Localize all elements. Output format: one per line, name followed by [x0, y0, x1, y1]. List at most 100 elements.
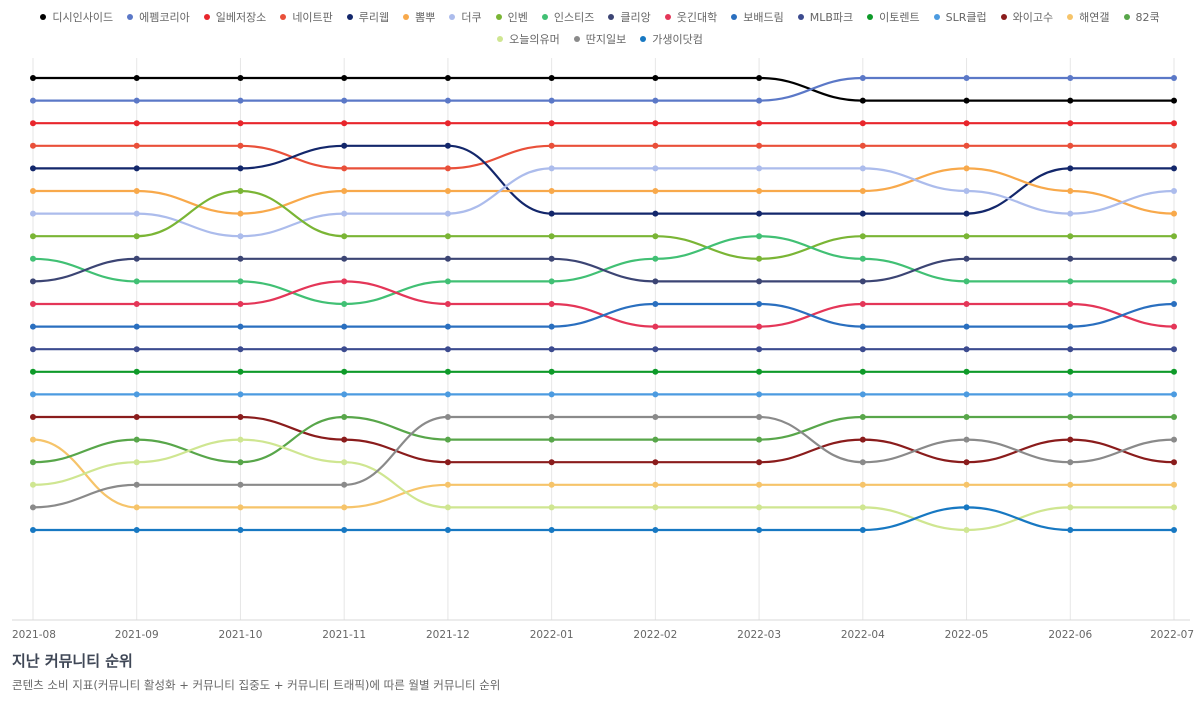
series-point	[1067, 120, 1074, 127]
series-point	[652, 527, 659, 533]
legend-item[interactable]: 가생이닷컴	[640, 28, 703, 50]
series-point	[756, 255, 763, 262]
series-point	[859, 255, 866, 262]
series-point	[30, 459, 36, 466]
legend-item[interactable]: 루리웹	[346, 6, 389, 28]
series-line	[32, 257, 1174, 283]
series-point	[444, 75, 451, 81]
series-point	[1171, 346, 1177, 353]
series-point	[237, 97, 244, 104]
series-line	[33, 189, 1174, 260]
series-point	[756, 481, 763, 488]
legend-item[interactable]: 오늘의유머	[497, 28, 560, 50]
series-point	[859, 346, 866, 353]
series-point	[444, 527, 451, 533]
series-point	[341, 504, 348, 511]
series-point	[756, 527, 763, 533]
legend-item[interactable]: 네이트판	[280, 6, 333, 28]
series-point	[341, 255, 348, 262]
series-point	[444, 481, 451, 488]
series-point	[341, 142, 348, 149]
legend-item[interactable]: 일베저장소	[203, 6, 266, 28]
series-point	[444, 97, 451, 104]
series-point	[859, 481, 866, 488]
series-point	[30, 278, 36, 285]
series-point	[859, 278, 866, 285]
legend-label: 네이트판	[292, 11, 333, 24]
series-point	[548, 75, 555, 81]
legend-item[interactable]: 클리앙	[608, 6, 651, 28]
series-point	[859, 120, 866, 127]
series-point	[133, 414, 140, 420]
series-point	[1171, 97, 1177, 104]
legend-item[interactable]: 82쿡	[1123, 6, 1160, 28]
series-point	[756, 323, 763, 330]
legend-item[interactable]: 와이고수	[1000, 6, 1053, 28]
legend-item[interactable]: 인벤	[495, 6, 528, 28]
series-point	[133, 481, 140, 488]
series-point	[1067, 75, 1074, 81]
series-point	[1171, 323, 1177, 330]
series-point	[1171, 481, 1177, 488]
series-point	[1067, 346, 1074, 353]
series-point	[30, 414, 36, 420]
series-point	[341, 414, 348, 420]
series-point	[237, 504, 244, 511]
legend-marker-icon	[40, 14, 47, 20]
legend-item[interactable]: 딴지일보	[573, 28, 626, 50]
legend-item[interactable]: SLR클럽	[933, 6, 987, 28]
series-point	[133, 391, 140, 398]
series-point	[237, 323, 244, 330]
series-point	[963, 233, 970, 240]
series-point	[756, 436, 763, 443]
legend-marker-icon	[640, 36, 647, 42]
series-point	[237, 142, 244, 149]
legend-item[interactable]: 인스티즈	[541, 6, 594, 28]
series-point	[652, 436, 659, 443]
series-point	[859, 527, 866, 533]
legend-item[interactable]: 뽐뿌	[403, 6, 435, 28]
series-point	[652, 414, 659, 420]
series-point	[237, 481, 244, 488]
series-point	[1067, 481, 1074, 488]
legend-marker-icon	[127, 14, 134, 20]
series-point	[548, 142, 555, 149]
series-point	[756, 346, 763, 353]
legend-item[interactable]: 에펨코리아	[127, 6, 190, 28]
series-point	[548, 97, 555, 104]
series-point	[133, 188, 140, 194]
series-point	[652, 301, 659, 307]
legend-label: 에펨코리아	[139, 11, 190, 24]
series-point	[859, 504, 866, 511]
series-point	[963, 97, 970, 104]
legend-item[interactable]: MLB파크	[797, 6, 853, 28]
series-point	[859, 210, 866, 217]
series-point	[237, 368, 244, 375]
series-point	[652, 391, 659, 398]
series-point	[1171, 527, 1177, 533]
legend-marker-icon	[346, 14, 353, 20]
series-point	[1067, 414, 1074, 420]
legend-label: 해연갤	[1079, 11, 1110, 24]
legend-marker-icon	[497, 36, 504, 42]
legend-item[interactable]: 웃긴대학	[664, 6, 717, 28]
legend-item[interactable]: 이토렌트	[867, 6, 920, 28]
x-tick-label: 2021-08	[12, 629, 56, 641]
x-tick-label: 2022-01	[530, 629, 574, 641]
series-point	[963, 414, 970, 420]
legend-item[interactable]: 해연갤	[1067, 6, 1110, 28]
series-point	[237, 210, 244, 217]
legend-item[interactable]: 더쿠	[449, 6, 482, 28]
series-point	[237, 527, 244, 533]
series-point	[1171, 188, 1177, 194]
series-point	[652, 368, 659, 375]
series-point	[1171, 233, 1177, 240]
legend-item[interactable]: 디시인사이드	[40, 6, 113, 28]
legend-item[interactable]: 보배드림	[731, 6, 784, 28]
series-point	[237, 255, 244, 262]
series-point	[341, 323, 348, 330]
series-point	[133, 504, 140, 511]
series-point	[1171, 210, 1177, 217]
series-point	[1067, 368, 1074, 375]
